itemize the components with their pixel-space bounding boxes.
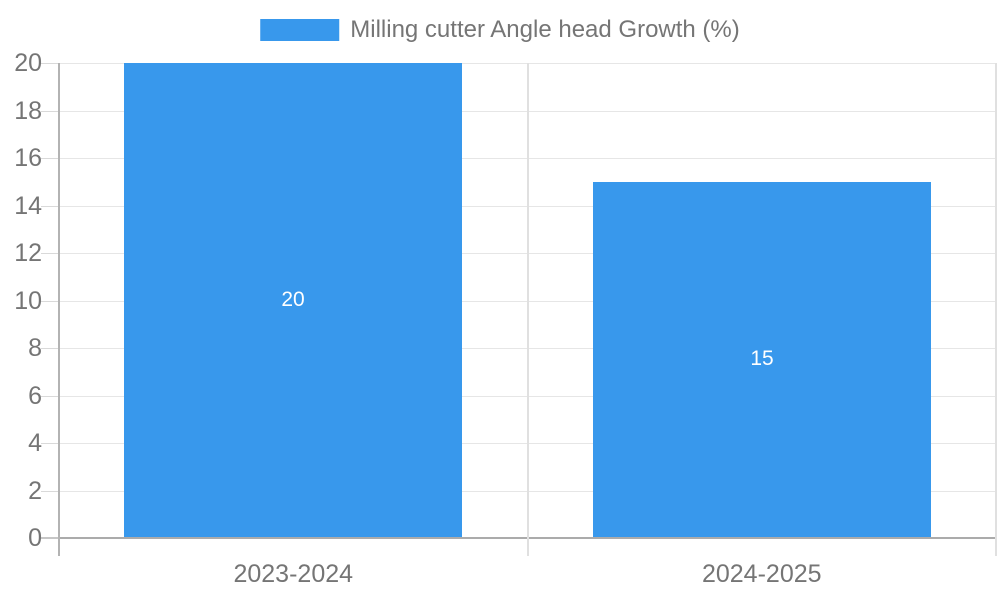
y-axis-label: 12	[14, 239, 42, 267]
legend-label: Milling cutter Angle head Growth (%)	[350, 16, 740, 43]
y-axis-tick	[41, 300, 59, 302]
y-axis-tick	[41, 348, 59, 349]
y-axis-label: 0	[28, 524, 42, 552]
y-axis-tick	[41, 205, 59, 207]
y-axis-tick	[41, 537, 59, 539]
y-axis-label: 14	[14, 191, 42, 220]
bar-value-label: 15	[750, 347, 774, 371]
chart-legend[interactable]: Milling cutter Angle head Growth (%)	[260, 16, 740, 44]
y-axis-tick	[41, 395, 59, 397]
y-axis-tick	[41, 63, 59, 64]
y-axis-tick	[41, 443, 59, 444]
y-axis-label: 8	[28, 334, 42, 362]
y-axis-label: 16	[14, 144, 42, 172]
plot-right-border	[995, 63, 997, 556]
y-axis-label: 2	[28, 476, 42, 505]
y-axis-label: 10	[14, 286, 42, 315]
legend-color-swatch	[260, 19, 340, 41]
y-axis-tick	[41, 253, 59, 254]
bar-2023-2024[interactable]: 20	[124, 63, 462, 537]
y-axis-label: 6	[28, 381, 42, 410]
y-axis-line	[58, 63, 60, 556]
category-separator-line	[527, 63, 529, 556]
bar-value-label: 20	[281, 288, 305, 311]
y-axis-label: 4	[28, 429, 42, 457]
y-axis-tick	[41, 158, 59, 159]
y-axis-label: 18	[14, 96, 42, 125]
y-axis-tick	[41, 110, 59, 112]
x-axis-label: 2024-2025	[701, 560, 822, 588]
x-axis-label: 2023-2024	[233, 560, 354, 588]
bar-2024-2025[interactable]: 15	[593, 181, 931, 537]
y-axis-tick	[41, 490, 59, 492]
y-axis-label: 20	[14, 49, 42, 77]
